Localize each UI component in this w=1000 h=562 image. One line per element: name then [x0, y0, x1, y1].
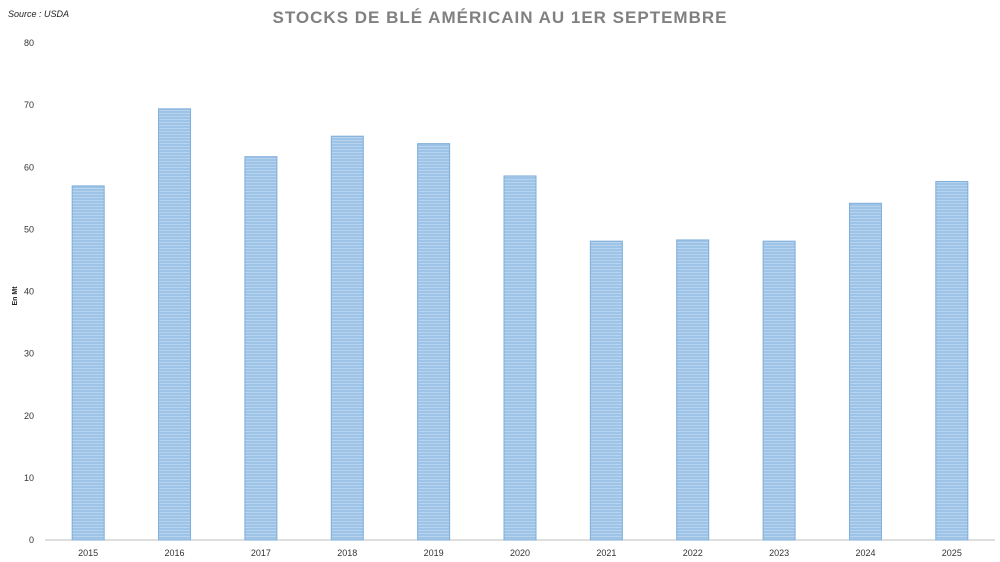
x-tick-label: 2016 — [165, 548, 185, 558]
x-tick-label: 2015 — [78, 548, 98, 558]
y-tick-label: 10 — [24, 473, 34, 483]
bar-2016 — [158, 108, 192, 541]
x-tick-label: 2024 — [855, 548, 875, 558]
x-tick-label: 2021 — [596, 548, 616, 558]
y-tick-label: 30 — [24, 349, 34, 359]
y-tick-label: 80 — [24, 38, 34, 48]
chart-title: STOCKS DE BLÉ AMÉRICAIN AU 1ER SEPTEMBRE — [272, 8, 728, 27]
x-tick-label: 2022 — [683, 548, 703, 558]
x-tick-label: 2023 — [769, 548, 789, 558]
y-tick-label: 50 — [24, 224, 34, 234]
bar-2022 — [676, 239, 710, 541]
source-label: Source : USDA — [8, 9, 70, 19]
bar-2019 — [417, 143, 451, 541]
x-tick-label: 2020 — [510, 548, 530, 558]
bar-2018 — [330, 135, 364, 541]
bar-2024 — [848, 202, 882, 541]
x-tick-label: 2019 — [424, 548, 444, 558]
bar-2020 — [503, 175, 537, 541]
y-tick-label: 20 — [24, 411, 34, 421]
bar-2017 — [244, 156, 278, 541]
bar-2015 — [71, 185, 105, 541]
y-tick-label: 0 — [29, 535, 34, 545]
bar-2021 — [589, 240, 623, 541]
x-tick-label: 2025 — [942, 548, 962, 558]
x-tick-label: 2017 — [251, 548, 271, 558]
y-tick-label: 40 — [24, 287, 34, 297]
bar-2025 — [935, 181, 969, 541]
x-tick-label: 2018 — [337, 548, 357, 558]
y-tick-label: 70 — [24, 100, 34, 110]
bar-2023 — [762, 240, 796, 541]
y-axis-label: En Mt — [12, 286, 19, 306]
y-tick-label: 60 — [24, 162, 34, 172]
